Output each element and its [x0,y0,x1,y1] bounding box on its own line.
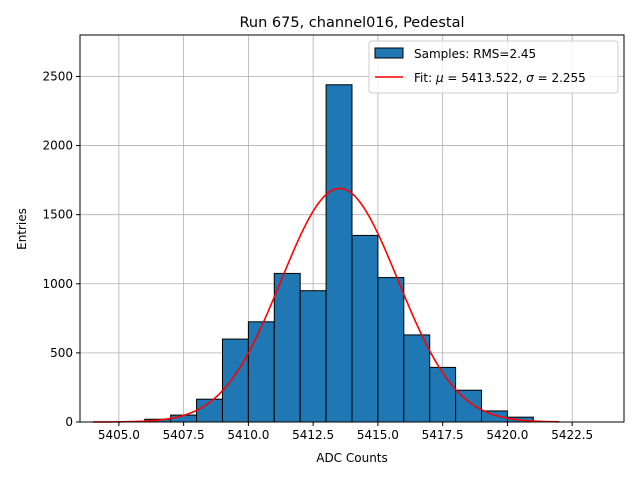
x-tick-label: 5415.0 [357,428,399,442]
legend-hist-label: Samples: RMS=2.45 [414,47,536,61]
histogram-bars [144,84,534,423]
y-axis-ticks: 0 500 1000 1500 2000 2500 [42,69,80,429]
x-tick-label: 5420.0 [486,428,528,442]
histogram-bar [247,321,275,423]
plot-frame [79,34,625,423]
legend-hist-swatch [374,47,404,59]
histogram-bar [377,277,405,423]
x-axis-ticks: 5405.0 5407.5 5410.0 5412.5 5415.0 5417.5 5420… [98,422,593,442]
histogram-bar [429,366,457,423]
x-axis-label: ADC Counts [316,451,388,465]
fit-curve-group [92,187,560,423]
y-axis-label: Entries [15,208,29,250]
legend: Samples: RMS=2.45 Fit: μ = 5413.522, σ =… [368,40,619,94]
x-tick-label: 5407.5 [163,428,205,442]
y-tick-label: 2500 [42,69,73,83]
y-tick-label: 0 [65,415,73,429]
histogram-bar [481,410,508,423]
x-tick-label: 5410.0 [227,428,269,442]
histogram-bar [221,338,249,423]
histogram-bar [299,290,327,423]
histogram-bar [403,334,431,423]
histogram-bar [351,234,379,423]
legend-box [368,40,619,94]
x-tick-label: 5405.0 [98,428,140,442]
legend-fit-prefix: Fit: [414,71,436,85]
legend-fit-sigma-symbol: σ [526,71,534,85]
x-tick-label: 5412.5 [292,428,334,442]
x-tick-label: 5422.5 [551,428,593,442]
legend-fit-label: Fit: μ = 5413.522, σ = 2.255 [414,71,586,85]
chart-title: Run 675, channel016, Pedestal [239,15,464,31]
histogram-bar [455,389,483,423]
fit-curve [92,187,560,423]
legend-fit-mu-symbol: μ [435,71,444,85]
y-tick-label: 2000 [42,139,73,153]
histogram-bar [325,84,353,423]
x-tick-label: 5417.5 [422,428,464,442]
legend-fit-sigma-value: = 2.255 [534,71,586,85]
histogram-bar [273,272,301,423]
y-tick-label: 1000 [42,277,73,291]
legend-fit-mu-value: = 5413.522, [444,71,527,85]
y-tick-label: 1500 [42,208,73,222]
y-tick-label: 500 [50,346,73,360]
